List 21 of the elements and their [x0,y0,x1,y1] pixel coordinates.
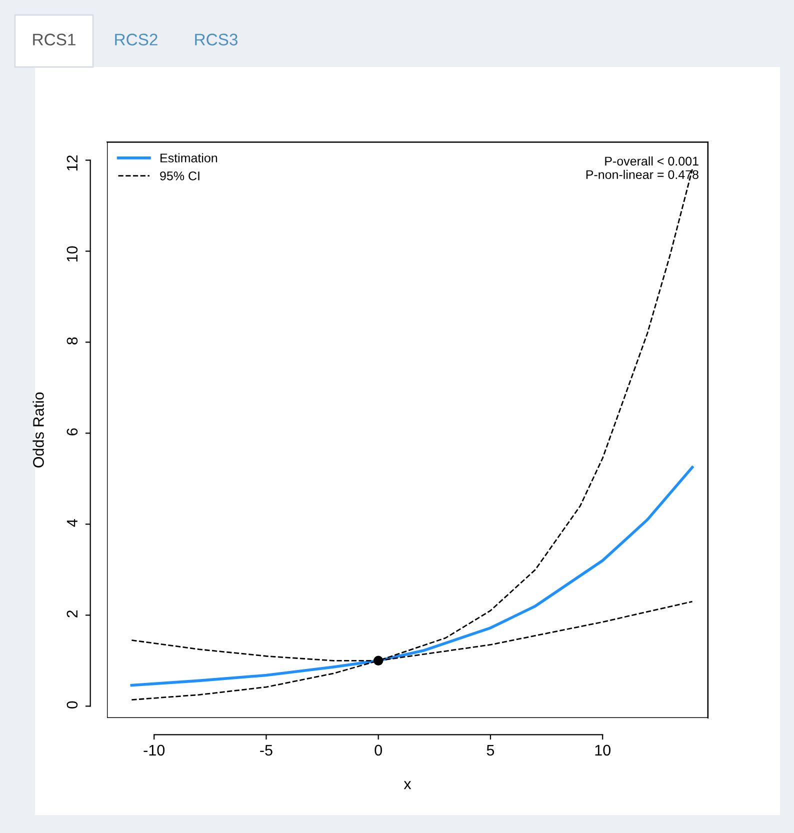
y-tick-label: 0 [66,701,78,709]
annotation: P-overall < 0.001 P-non-linear = 0.478 [586,156,698,180]
x-tick-label: -10 [144,744,165,756]
y-tick-label: 10 [66,246,78,262]
x-tick-label: 5 [486,744,494,756]
y-tick-label: 2 [66,610,78,618]
x-axis-title: x [404,781,412,790]
text: RCS3 [195,34,238,46]
text: RCS2 [115,34,158,46]
y-tick-label: 12 [66,155,78,170]
x-tick-label: -5 [260,744,272,756]
y-tick-label: 6 [66,428,78,436]
x-tick-label: 0 [374,744,382,756]
text: RCS1 [33,34,76,46]
y-tick-label: 8 [66,337,78,344]
line-series [130,466,694,687]
legend-label: 95% CI [160,171,200,180]
y-axis-title: Odds Ratio [32,392,44,468]
legend-label: Estimation [160,153,218,162]
y-tick-label: 4 [66,519,78,527]
x-tick-label: 10 [595,744,610,756]
